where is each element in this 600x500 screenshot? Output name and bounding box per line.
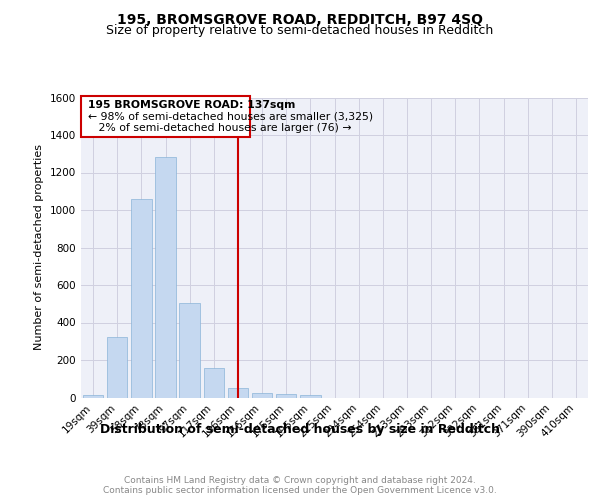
Text: Distribution of semi-detached houses by size in Redditch: Distribution of semi-detached houses by … [100, 422, 500, 436]
FancyBboxPatch shape [82, 96, 250, 137]
Bar [83, 394, 103, 398]
Text: 195 BROMSGROVE ROAD: 137sqm: 195 BROMSGROVE ROAD: 137sqm [88, 100, 295, 110]
Bar [179, 303, 200, 398]
Bar [107, 336, 127, 398]
Text: Contains public sector information licensed under the Open Government Licence v3: Contains public sector information licen… [103, 486, 497, 495]
Text: 195, BROMSGROVE ROAD, REDDITCH, B97 4SQ: 195, BROMSGROVE ROAD, REDDITCH, B97 4SQ [117, 12, 483, 26]
Y-axis label: Number of semi-detached properties: Number of semi-detached properties [34, 144, 44, 350]
Text: Contains HM Land Registry data © Crown copyright and database right 2024.: Contains HM Land Registry data © Crown c… [124, 476, 476, 485]
Text: Size of property relative to semi-detached houses in Redditch: Size of property relative to semi-detach… [106, 24, 494, 37]
Bar [155, 156, 176, 398]
Text: 2% of semi-detached houses are larger (76) →: 2% of semi-detached houses are larger (7… [88, 123, 351, 133]
Bar [276, 394, 296, 398]
Text: ← 98% of semi-detached houses are smaller (3,325): ← 98% of semi-detached houses are smalle… [88, 112, 373, 122]
Bar [227, 388, 248, 398]
Bar [252, 393, 272, 398]
Bar [203, 368, 224, 398]
Bar [131, 198, 152, 398]
Bar [300, 395, 320, 398]
